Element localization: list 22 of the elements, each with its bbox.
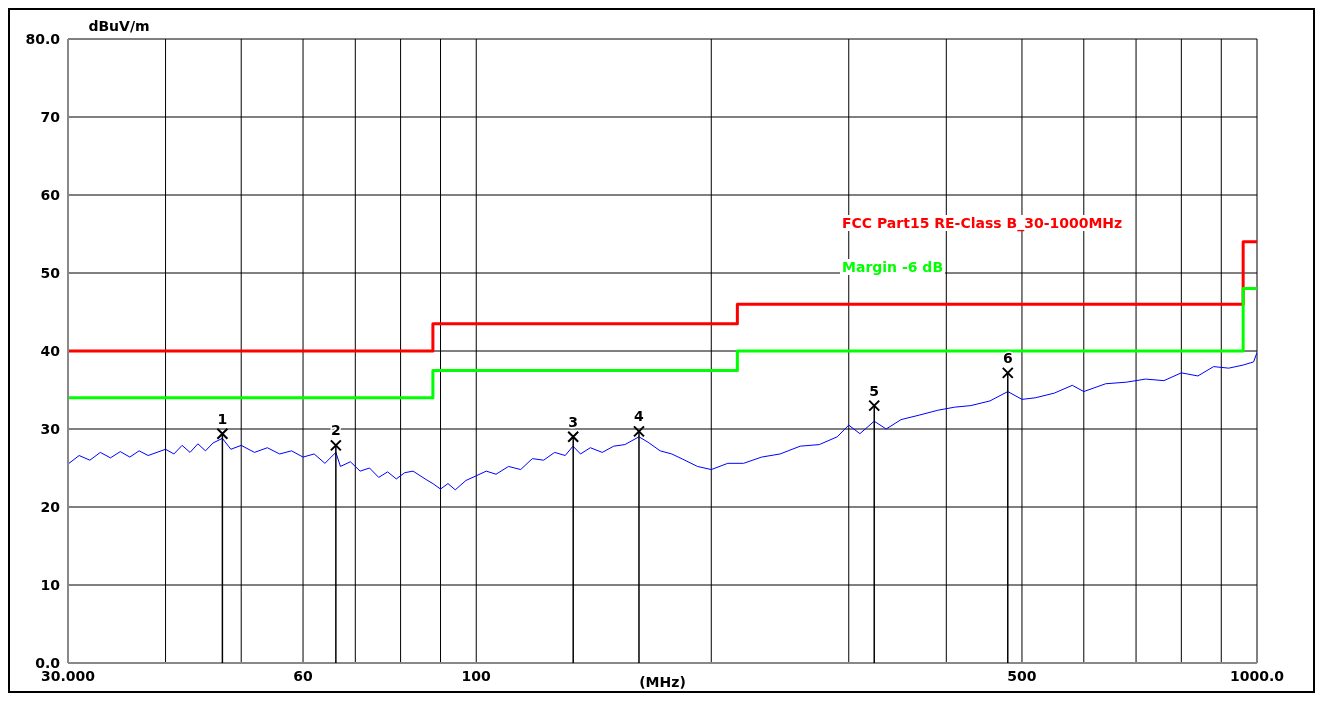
x-tick-label: 1000.0: [1229, 667, 1285, 684]
x-tick-label: 500: [1007, 667, 1037, 684]
y-tick-label: 20: [40, 498, 61, 515]
annotation: 6: [1002, 349, 1013, 366]
y-tick-label: 80.0: [25, 30, 61, 47]
annotation: 3: [568, 413, 579, 430]
y-tick-label: 70: [40, 108, 61, 125]
y-tick-label: 10: [40, 576, 61, 593]
x-axis-title: (MHz): [639, 674, 686, 690]
x-tick-label: 100: [461, 667, 492, 684]
y-tick-label: 40: [40, 342, 61, 359]
y-tick-label: 30: [40, 420, 61, 437]
x-tick-label: 60: [293, 667, 314, 684]
text: FCC Part15 RE-Class B_30-1000MHz: [840, 215, 1125, 231]
text: Margin -6 dB: [840, 259, 946, 275]
annotation: 4: [634, 408, 645, 425]
annotation: 5: [869, 382, 880, 399]
annotation: 1: [217, 410, 228, 427]
annotation: 2: [330, 422, 341, 439]
y-axis-title: dBuV/m: [88, 18, 150, 34]
y-tick-label: 50: [40, 264, 61, 281]
y-tick-label: 60: [40, 186, 61, 203]
